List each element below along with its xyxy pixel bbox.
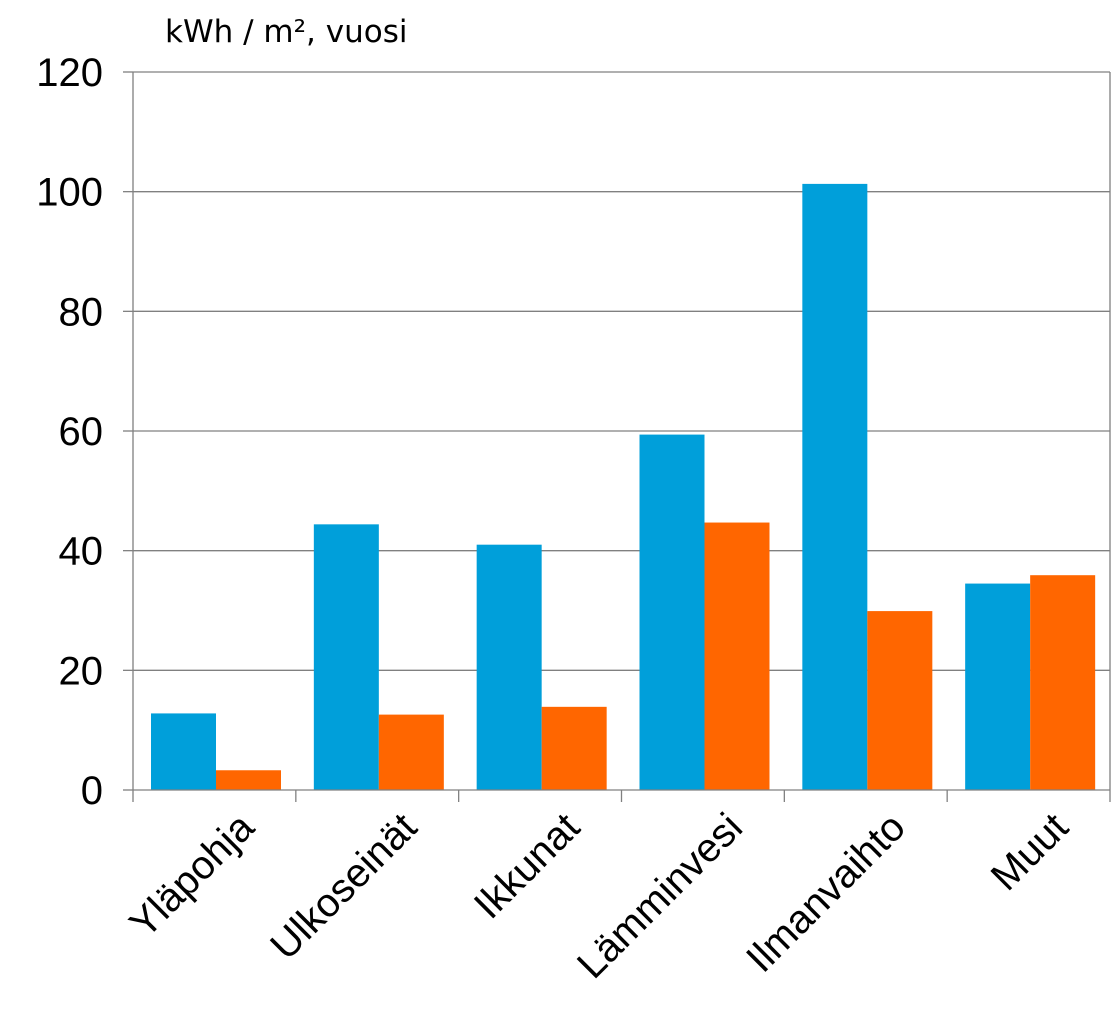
gridlines [133, 71, 1110, 671]
y-tick-label: 20 [59, 649, 104, 693]
bar-series2-1 [378, 714, 444, 790]
bar-series1-4 [802, 183, 868, 791]
axes [123, 71, 1111, 802]
y-tick-label: 100 [36, 171, 103, 215]
bar-series1-5 [965, 583, 1031, 790]
y-tick-label: 0 [81, 769, 103, 813]
bar-series1-3 [639, 434, 705, 790]
x-category-label: Ikkunat [466, 805, 588, 927]
bar-series1-0 [151, 713, 216, 790]
y-tick-label: 60 [59, 410, 104, 454]
y-tick-label: 80 [59, 290, 104, 334]
y-axis-unit-label: kWh / m², vuosi [165, 14, 407, 50]
bar-series2-0 [216, 770, 281, 790]
bar-series1-1 [313, 524, 379, 790]
bar-series2-4 [867, 611, 933, 790]
x-category-label: Muut [983, 805, 1077, 899]
x-category-labels: Yläpohja Ulkoseinät IkkunatLämminvesiIlman… [121, 805, 1076, 988]
x-category-label: Ulkoseinät [262, 805, 425, 968]
x-category-label: Yläpohja [121, 805, 263, 947]
bars [151, 183, 1096, 791]
bar-series2-5 [1030, 575, 1096, 790]
bar-series2-2 [541, 706, 607, 790]
bar-series1-2 [476, 544, 542, 790]
x-category-label: Ilmanvaihto [738, 805, 914, 981]
y-tick-labels: 0 20 40 60 80 100 120 [36, 51, 103, 813]
x-category-label: Lämminvesi [569, 805, 751, 987]
y-tick-label: 40 [59, 530, 104, 574]
y-tick-label: 120 [36, 51, 103, 95]
bar-series2-3 [704, 522, 770, 790]
